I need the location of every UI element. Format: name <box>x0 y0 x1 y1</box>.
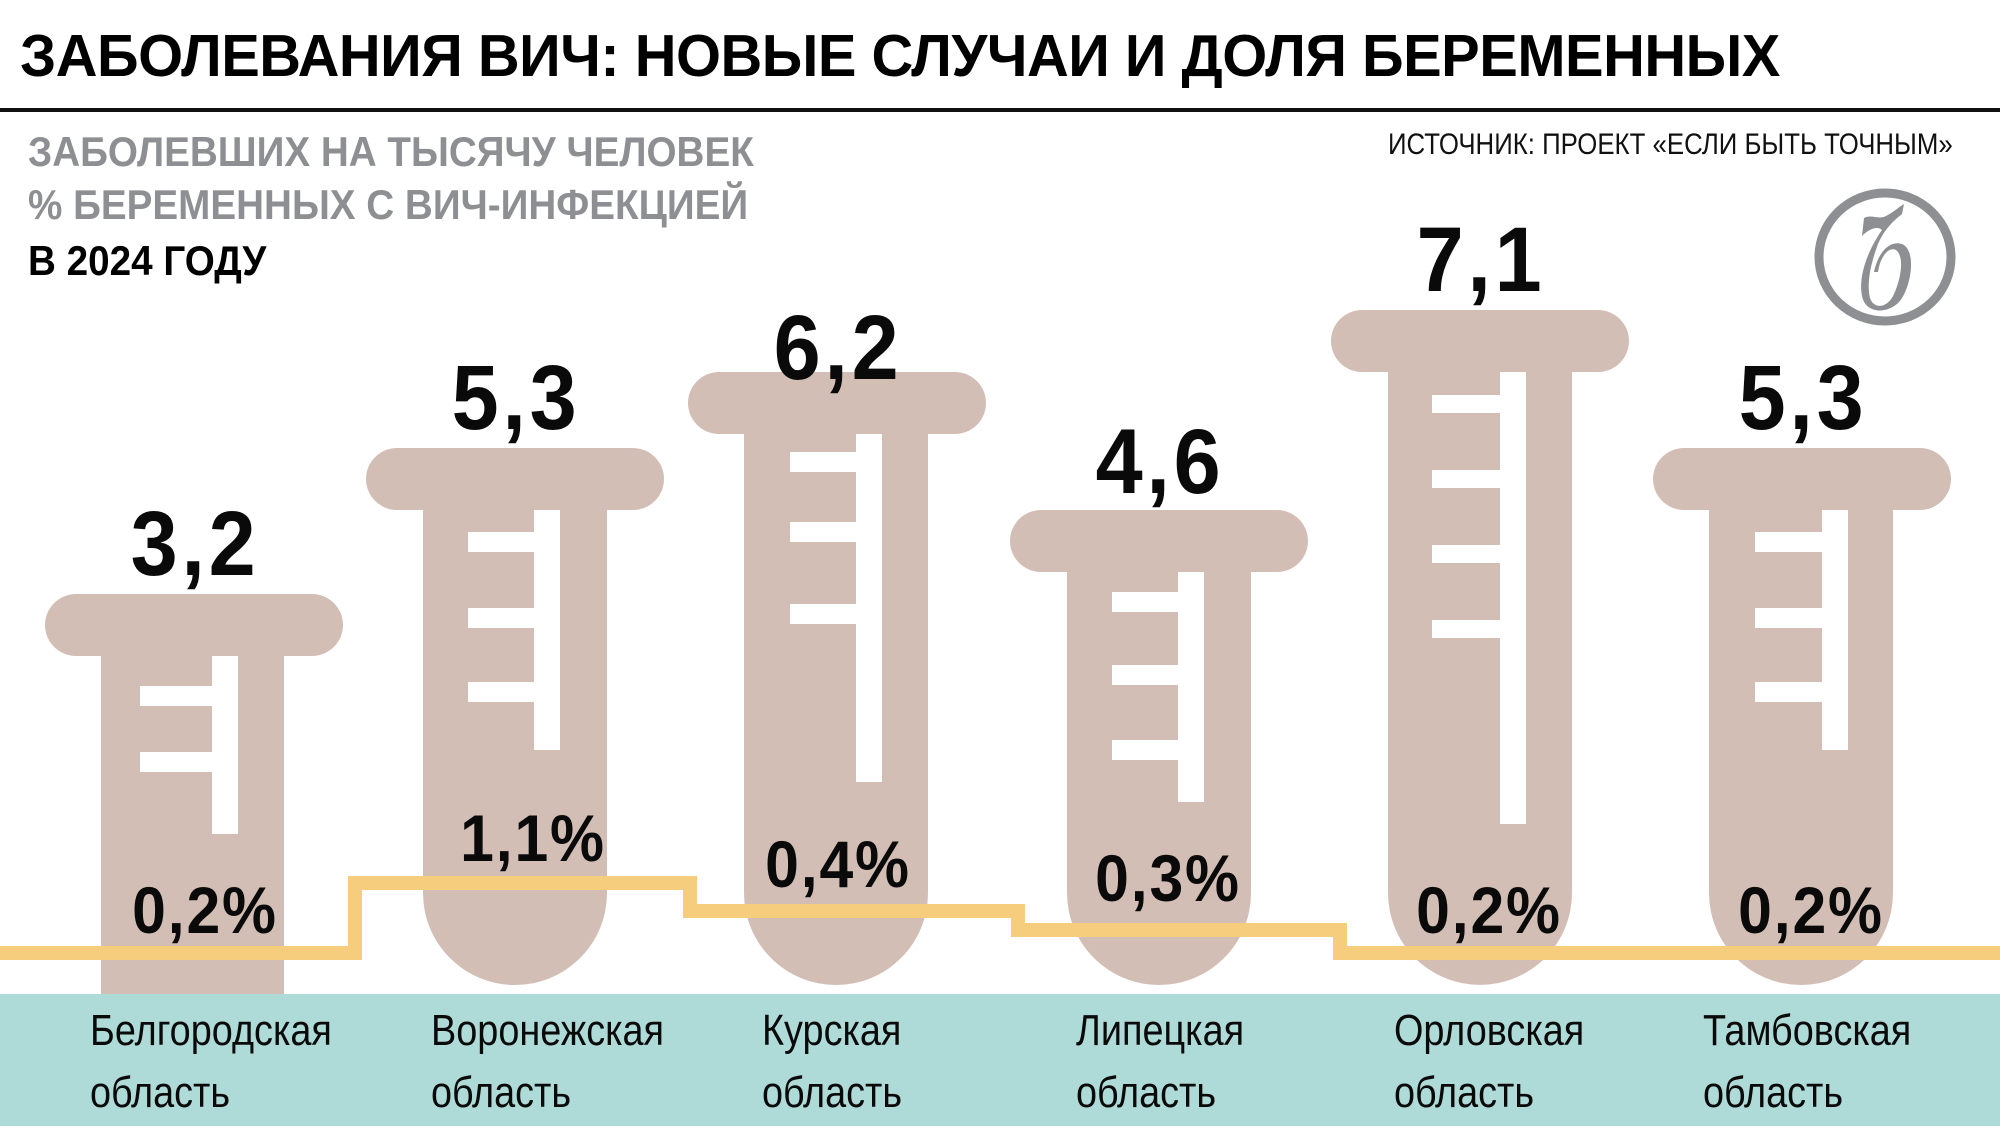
cases-value-tambov: 5,3 <box>1738 347 1868 449</box>
region-type: область <box>1703 1068 1844 1117</box>
test-tube-bar-orel <box>1331 310 1629 985</box>
region-label-band <box>0 994 2000 1126</box>
cases-value-voronezh: 5,3 <box>451 347 581 449</box>
test-tube-bar-tambov <box>1653 448 1951 985</box>
region-name: Белгородская <box>90 1006 332 1055</box>
pregnant-percent-step-line <box>0 876 2000 960</box>
legend-cases-per-thousand: ЗАБОЛЕВШИХ НА ТЫСЯЧУ ЧЕЛОВЕК <box>28 128 754 175</box>
test-tube-bar-belgorod <box>45 594 343 994</box>
chart-year: В 2024 ГОДУ <box>28 237 267 284</box>
chart-title: ЗАБОЛЕВАНИЯ ВИЧ: НОВЫЕ СЛУЧАИ И ДОЛЯ БЕР… <box>20 23 1780 89</box>
pregnant-value-tambov: 0,2% <box>1738 873 1884 947</box>
cases-value-lipetsk: 4,6 <box>1095 411 1225 513</box>
title-divider <box>0 108 2000 112</box>
region-label-belgorod: Белгородская область <box>90 1000 332 1124</box>
region-name: Липецкая <box>1076 1006 1245 1055</box>
cases-value-belgorod: 3,2 <box>130 493 260 595</box>
pregnant-value-belgorod: 0,2% <box>132 873 278 947</box>
region-name: Воронежская <box>431 1006 665 1055</box>
pregnant-value-voronezh: 1,1% <box>460 801 606 875</box>
cases-value-orel: 7,1 <box>1416 209 1546 311</box>
region-label-lipetsk: Липецкая область <box>1076 1000 1244 1124</box>
region-name: Курская <box>762 1006 902 1055</box>
test-tube-bar-lipetsk <box>1010 510 1308 985</box>
region-label-orel: Орловская область <box>1394 1000 1584 1124</box>
region-type: область <box>1394 1068 1535 1117</box>
legend-pregnant-percent: % БЕРЕМЕННЫХ С ВИЧ-ИНФЕКЦИЕЙ <box>28 181 749 228</box>
test-tube-bar-voronezh <box>366 448 664 985</box>
cases-value-kursk: 6,2 <box>773 297 903 399</box>
region-type: область <box>90 1068 231 1117</box>
region-name: Тамбовская <box>1703 1006 1912 1055</box>
pregnant-value-kursk: 0,4% <box>765 827 911 901</box>
pregnant-value-orel: 0,2% <box>1416 873 1562 947</box>
region-name: Орловская <box>1394 1006 1585 1055</box>
pregnant-value-lipetsk: 0,3% <box>1095 841 1241 915</box>
region-label-tambov: Тамбовская область <box>1703 1000 1911 1124</box>
source-note: ИСТОЧНИК: ПРОЕКТ «ЕСЛИ БЫТЬ ТОЧНЫМ» <box>1388 128 1953 161</box>
brand-logo-circle-icon <box>1814 188 1956 326</box>
region-label-voronezh: Воронежская область <box>431 1000 664 1124</box>
region-type: область <box>431 1068 572 1117</box>
test-tube-bar-kursk <box>688 372 986 985</box>
region-type: область <box>1076 1068 1217 1117</box>
region-label-kursk: Курская область <box>762 1000 902 1124</box>
region-type: область <box>762 1068 903 1117</box>
